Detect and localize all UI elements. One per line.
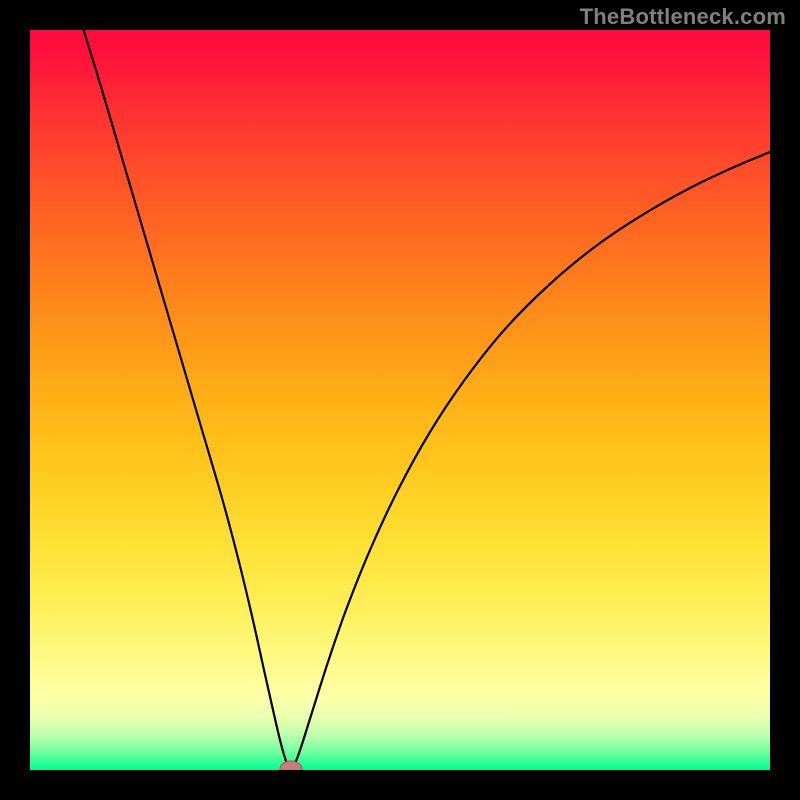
watermark-text: TheBottleneck.com [580,4,786,30]
plot-area [30,30,770,770]
bottleneck-chart-svg [30,30,770,770]
gradient-background [30,30,770,770]
chart-frame: TheBottleneck.com [0,0,800,800]
